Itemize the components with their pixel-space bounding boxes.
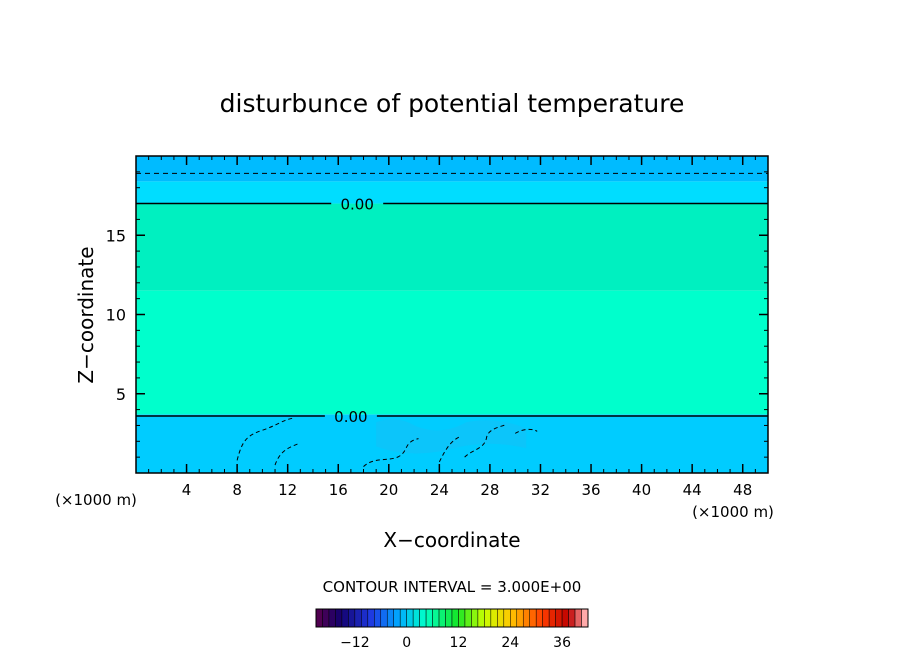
x-tick-label-4: 20 <box>379 481 398 499</box>
colorbar-cell-13 <box>399 608 407 628</box>
colorbar-cell-4 <box>341 608 349 628</box>
colorbar-cell-3 <box>335 608 343 628</box>
x-tick-label-1: 8 <box>232 481 242 499</box>
x-tick-label-10: 44 <box>683 481 702 499</box>
colorbar-cell-29 <box>503 608 511 628</box>
colorbar-cell-31 <box>516 608 524 628</box>
x-unit-label-right: (×1000 m) <box>692 503 774 521</box>
colorbar-cell-33 <box>529 608 537 628</box>
colorbar-cell-19 <box>438 608 446 628</box>
colorbar-cell-16 <box>419 608 427 628</box>
x-tick-label-7: 32 <box>531 481 550 499</box>
colorbar-cell-8 <box>367 608 375 628</box>
colorbar-cell-6 <box>354 608 362 628</box>
colorbar-cell-15 <box>412 608 420 628</box>
colorbar-tick-label-3: 24 <box>501 635 519 651</box>
colorbar-cell-41 <box>581 608 589 628</box>
colorbar-tick-label-4: 36 <box>553 635 571 651</box>
colorbar-cell-25 <box>477 608 485 628</box>
contour-interval-text: CONTOUR INTERVAL = 3.000E+00 <box>323 578 582 596</box>
colorbar-cell-23 <box>464 608 472 628</box>
y-axis-label: Z−coordinate <box>74 246 98 383</box>
colorbar-tick-label-1: 0 <box>402 635 411 651</box>
colorbar-cell-28 <box>497 608 505 628</box>
colorbar-cell-39 <box>568 608 576 628</box>
x-tick-label-0: 4 <box>182 481 192 499</box>
colorbar-cell-1 <box>322 608 330 628</box>
colorbar-cell-27 <box>490 608 498 628</box>
x-tick-label-5: 24 <box>430 481 449 499</box>
colorbar-cell-7 <box>361 608 369 628</box>
shade-band-3 <box>136 181 768 204</box>
colorbar-frame <box>315 608 589 628</box>
colorbar-cell-38 <box>561 608 569 628</box>
colorbar: −12 0 12 24 36 <box>315 608 589 651</box>
x-tick-label-9: 40 <box>632 481 651 499</box>
negative-contour-5 <box>514 428 538 434</box>
x-tick-label-6: 28 <box>480 481 499 499</box>
colorbar-cell-14 <box>406 608 414 628</box>
colorbar-cell-5 <box>348 608 356 628</box>
colorbar-cell-11 <box>386 608 394 628</box>
colorbar-cell-0 <box>315 608 323 628</box>
y-tick-label-1: 10 <box>106 306 126 325</box>
lower-band-patch <box>376 419 527 454</box>
colorbar-cell-10 <box>380 608 388 628</box>
colorbar-cell-9 <box>374 608 382 628</box>
colorbar-tick-label-2: 12 <box>450 635 468 651</box>
negative-contour-1 <box>274 442 301 466</box>
y-tick-label-2: 15 <box>106 226 126 245</box>
negative-contour-3 <box>438 436 460 463</box>
y-tick-label-0: 5 <box>116 385 126 404</box>
x-tick-label-3: 16 <box>329 481 348 499</box>
negative-contour-4 <box>464 424 505 458</box>
colorbar-cell-30 <box>510 608 518 628</box>
x-axis-label: X−coordinate <box>383 528 520 552</box>
colorbar-cell-37 <box>555 608 563 628</box>
chart-title: disturbunce of potential temperature <box>220 89 685 118</box>
colorbar-cell-22 <box>458 608 466 628</box>
colorbar-cell-40 <box>574 608 582 628</box>
colorbar-cell-2 <box>328 608 336 628</box>
colorbar-cell-35 <box>542 608 550 628</box>
x-unit-label-left: (×1000 m) <box>55 491 137 509</box>
colorbar-tick-label-0: −12 <box>340 635 370 651</box>
shade-band-0 <box>136 414 768 473</box>
negative-contour-2 <box>363 438 419 468</box>
x-tick-label-2: 12 <box>278 481 297 499</box>
colorbar-cell-17 <box>425 608 433 628</box>
x-tick-label-8: 36 <box>581 481 600 499</box>
shade-band-2 <box>136 203 768 291</box>
colorbar-cell-34 <box>535 608 543 628</box>
contour-label-0: 0.00 <box>340 196 373 214</box>
x-tick-label-11: 48 <box>733 481 752 499</box>
colorbar-cell-20 <box>445 608 453 628</box>
colorbar-cell-26 <box>484 608 492 628</box>
colorbar-cell-32 <box>522 608 530 628</box>
colorbar-cell-18 <box>432 608 440 628</box>
negative-contour-0 <box>236 417 293 461</box>
shade-band-1 <box>136 290 768 415</box>
contour-label-1: 0.00 <box>334 408 367 426</box>
shade-band-4 <box>136 156 768 182</box>
colorbar-cell-21 <box>451 608 459 628</box>
colorbar-cell-36 <box>548 608 556 628</box>
colorbar-cell-24 <box>471 608 479 628</box>
colorbar-cell-12 <box>393 608 401 628</box>
